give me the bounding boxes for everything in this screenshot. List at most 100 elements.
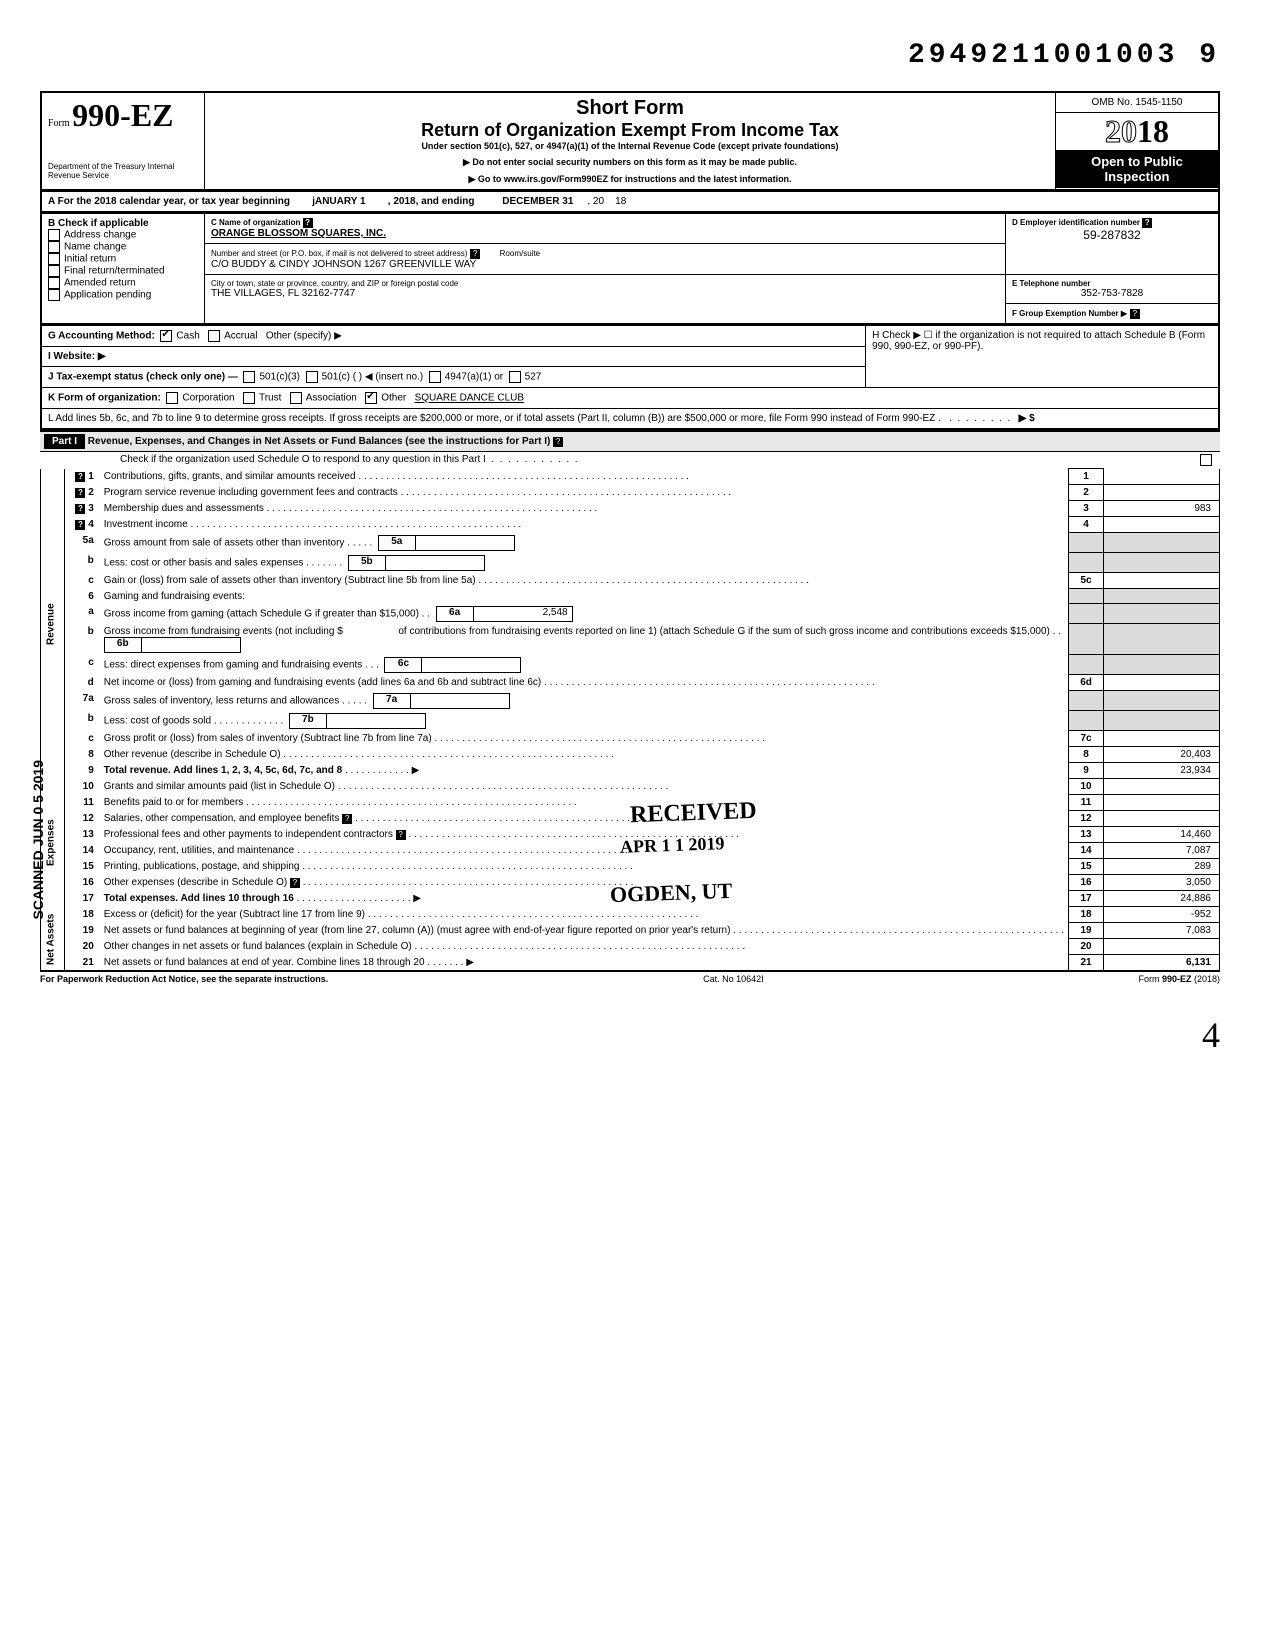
ln-19: 19 [65, 923, 100, 939]
ln-6a: a [65, 604, 100, 624]
help-icon[interactable]: ? [470, 249, 480, 259]
part1-header: Part I Revenue, Expenses, and Changes in… [40, 430, 1220, 468]
amt-2 [1104, 485, 1220, 501]
amt-1 [1104, 469, 1220, 485]
assoc-label: Association [306, 393, 357, 404]
desc-13: Professional fees and other payments to … [104, 829, 393, 840]
chk-initial-return[interactable]: Initial return [48, 253, 198, 265]
trust-label: Trust [259, 393, 281, 404]
desc-7b: Less: cost of goods sold [104, 715, 211, 726]
period-mid: , 2018, and ending [388, 196, 475, 207]
ln-6d: d [65, 675, 100, 691]
box-15: 15 [1068, 859, 1103, 875]
desc-14: Occupancy, rent, utilities, and maintena… [104, 845, 294, 856]
chk-527[interactable] [509, 371, 521, 383]
city: THE VILLAGES, FL 32162-7747 [211, 288, 999, 299]
ln-16: 16 [65, 875, 100, 891]
ibox-7a: 7a [373, 693, 411, 709]
desc-19: Net assets or fund balances at beginning… [104, 925, 731, 936]
desc-17: Total expenses. Add lines 10 through 16 [104, 893, 294, 904]
chk-accrual[interactable] [208, 330, 220, 342]
chk-trust[interactable] [243, 392, 255, 404]
a1-label: 4947(a)(1) or [445, 372, 503, 383]
help-icon[interactable]: ? [1142, 218, 1152, 228]
ln-1: 1 [88, 471, 94, 482]
amt-14: 7,087 [1104, 843, 1220, 859]
amt-17: 24,886 [1104, 891, 1220, 907]
chk-other-org[interactable] [365, 392, 377, 404]
chk-application-pending[interactable]: Application pending [48, 289, 198, 301]
subtitle: Under section 501(c), 527, or 4947(a)(1)… [211, 141, 1049, 151]
box-6c-shade [1068, 655, 1103, 675]
amt-8: 20,403 [1104, 747, 1220, 763]
scanned-stamp: SCANNED JUN 0 5 2019 [30, 760, 46, 920]
form-number: Form 990-EZ [48, 97, 198, 134]
ln-5a: 5a [65, 533, 100, 553]
chk-501c[interactable] [306, 371, 318, 383]
chk-4947a1[interactable] [429, 371, 441, 383]
box-11: 11 [1068, 795, 1103, 811]
chk-501c3[interactable] [243, 371, 255, 383]
box-13: 13 [1068, 827, 1103, 843]
ln-11: 11 [65, 795, 100, 811]
desc-6b-1: Gross income from fundraising events (no… [104, 626, 343, 637]
desc-15: Printing, publications, postage, and shi… [104, 861, 300, 872]
chk-association[interactable] [290, 392, 302, 404]
help-icon[interactable]: ? [75, 504, 85, 514]
help-icon[interactable]: ? [1130, 309, 1140, 319]
desc-8: Other revenue (describe in Schedule O) [104, 749, 281, 760]
ln-6: 6 [65, 589, 100, 604]
box-7a-shade [1068, 691, 1103, 711]
chk-corporation[interactable] [166, 392, 178, 404]
help-icon[interactable]: ? [75, 488, 85, 498]
iamt-6c [422, 657, 521, 673]
desc-5c: Gain or (loss) from sale of assets other… [104, 575, 476, 586]
ein: 59-287832 [1012, 228, 1212, 242]
amt-12 [1104, 811, 1220, 827]
help-icon[interactable]: ? [342, 814, 352, 824]
amt-11 [1104, 795, 1220, 811]
amt-21: 6,131 [1104, 955, 1220, 971]
amt-7b-shade [1104, 711, 1220, 731]
street: C/O BUDDY & CINDY JOHNSON 1267 GREENVILL… [211, 259, 999, 270]
block-e-label: E Telephone number [1012, 279, 1212, 288]
amt-15: 289 [1104, 859, 1220, 875]
help-icon[interactable]: ? [553, 437, 563, 447]
help-icon[interactable]: ? [396, 830, 406, 840]
other-org-value: SQUARE DANCE CLUB [415, 393, 524, 404]
help-icon[interactable]: ? [290, 878, 300, 888]
box-5c: 5c [1068, 573, 1103, 589]
footer-form: Form 990-EZ (2018) [1138, 974, 1220, 984]
other-specify-label: Other (specify) ▶ [266, 331, 342, 342]
desc-2: Program service revenue including govern… [104, 487, 398, 498]
box-1: 1 [1068, 469, 1103, 485]
open-to-public: Open to Public Inspection [1056, 150, 1218, 188]
help-icon[interactable]: ? [75, 472, 85, 482]
ln-7c: c [65, 731, 100, 747]
help-icon[interactable]: ? [303, 218, 313, 228]
help-icon[interactable]: ? [75, 520, 85, 530]
ln-6c: c [65, 655, 100, 675]
amt-5c [1104, 573, 1220, 589]
chk-final-return[interactable]: Final return/terminated [48, 265, 198, 277]
desc-6b-2: of contributions from fundraising events… [398, 626, 1049, 637]
iamt-7b [327, 713, 426, 729]
amt-6a-shade [1104, 604, 1220, 624]
desc-6a: Gross income from gaming (attach Schedul… [104, 608, 419, 619]
box-8: 8 [1068, 747, 1103, 763]
block-b-header: B Check if applicable [48, 218, 198, 229]
row-i-label: I Website: ▶ [48, 351, 106, 362]
box-7c: 7c [1068, 731, 1103, 747]
period-begin: jANUARY 1 [312, 196, 365, 207]
ln-3: 3 [88, 503, 94, 514]
chk-name-change[interactable]: Name change [48, 241, 198, 253]
chk-schedule-o[interactable] [1200, 454, 1212, 466]
chk-cash[interactable] [160, 330, 172, 342]
chk-address-change[interactable]: Address change [48, 229, 198, 241]
ln-17: 17 [65, 891, 100, 907]
short-form-title: Short Form [211, 97, 1049, 120]
box-21: 21 [1068, 955, 1103, 971]
s527-label: 527 [525, 372, 542, 383]
chk-amended-return[interactable]: Amended return [48, 277, 198, 289]
iamt-5a [416, 535, 515, 551]
